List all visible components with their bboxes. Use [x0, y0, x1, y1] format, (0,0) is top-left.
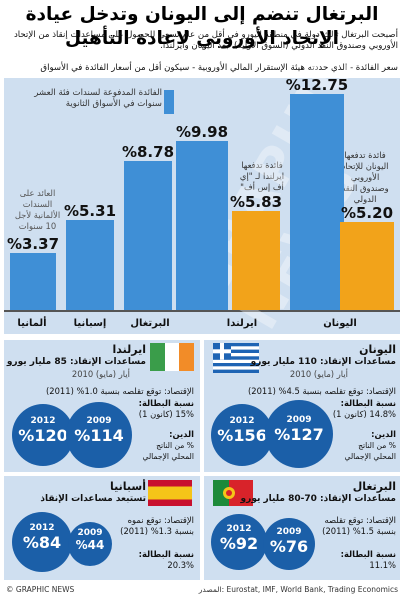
legend-label: الفائدة المدفوعة لسندات فئة العشر سنوات …: [34, 88, 162, 109]
portugal-debt-2009-year: 2009: [276, 527, 302, 537]
bar-greece-market: [290, 94, 344, 310]
portugal-debt-2012-value: %92: [219, 534, 259, 553]
spain-title: أسبانيا: [110, 480, 146, 493]
bar-label-germany: %3.37: [6, 235, 60, 253]
spain-unemp: 20.3%: [167, 560, 194, 570]
greece-debt-2009-year: 2009: [286, 415, 312, 425]
spain-flag-icon: [148, 480, 192, 506]
greece-debt-2012-year: 2012: [229, 416, 255, 426]
greece-unemp: 14.8% (كانون 1): [332, 409, 396, 419]
portugal-debt-2009-value: %76: [269, 537, 309, 556]
spain-debt-2009-year: 2009: [77, 528, 103, 538]
category-label-greece: اليونان: [323, 318, 357, 329]
bar-label-greece-market: %12.75: [285, 76, 349, 94]
ireland-unemp: 15% (كانون 1): [138, 409, 194, 419]
ireland-flag-icon: [150, 343, 194, 371]
ireland-date: أيار (مايو) 2010: [71, 369, 130, 379]
ireland-debt-2012-value: %120: [18, 426, 68, 445]
portugal-unemp: 11.1%: [369, 560, 396, 570]
bar-label-ireland-market: %9.98: [175, 123, 229, 141]
portugal-debt-2009: 2009 %76: [263, 518, 315, 570]
greece-debt-2009-value: %127: [274, 425, 324, 444]
bar-greece-bailout: [340, 222, 394, 310]
ireland-debt-2009-value: %114: [74, 426, 124, 445]
spain-debt-2012-year: 2012: [29, 523, 55, 533]
portugal-aid: مساعدات الإنقاذ: 70-80 مليار يورو: [240, 494, 396, 504]
legend-swatch: [164, 90, 174, 114]
spain-unemp-label: نسبة البطالة:: [138, 549, 194, 559]
ireland-note: فائدة تدفعها ايرلندا لـ "إي أف إس أف": [239, 160, 285, 192]
ireland-debt-label: الدين:: [169, 429, 194, 439]
greece-debt-2012-value: %156: [217, 426, 267, 445]
bar-label-greece-bailout: %5.20: [340, 204, 394, 222]
spain-economy: الإقتصاد: توقع نموه بنسبة 1.3% (2011): [120, 515, 194, 536]
ireland-debt-2012: 2012 %120: [12, 404, 74, 466]
chart-legend: الفائدة المدفوعة لسندات فئة العشر سنوات …: [12, 88, 174, 114]
greece-flag-icon: [213, 343, 259, 373]
bar-ireland-market: [176, 141, 228, 310]
ireland-debt-2012-year: 2012: [30, 416, 56, 426]
category-label-portugal: البرتغال: [130, 318, 170, 329]
source-text: المصدر: Eurostat, IMF, World Bank, Tradi…: [198, 585, 398, 594]
spain-debt-2012-value: %84: [22, 533, 62, 552]
bar-label-ireland-bailout: %5.83: [229, 193, 283, 211]
chart-baseline: [4, 310, 400, 312]
greece-aid: مساعدات الإنقاذ: 110 مليار يورو: [250, 357, 396, 367]
portugal-debt-2012-year: 2012: [226, 524, 252, 534]
bar-spain: [66, 220, 114, 310]
portugal-economy: الإقتصاد: توقع تقلصه بنسبة 1.5% (2011): [322, 515, 396, 536]
portugal-flag-icon: [213, 480, 253, 506]
greece-debt-2009: 2009 %127: [265, 400, 333, 468]
portugal-debt-2012: 2012 %92: [211, 514, 267, 570]
ireland-debt-note: % من الناتج المحلي الإجمالي: [142, 441, 194, 461]
bar-portugal: [124, 161, 172, 310]
ireland-economy: الإقتصاد: توقع تقلصه بنسبة 1.0% (2011): [45, 386, 194, 396]
bar-label-spain: %5.31: [63, 202, 117, 220]
spain-aid: تستبعد مساعدات الإنقاذ: [40, 494, 146, 504]
bar-germany: [10, 253, 56, 310]
subtitle-text: سعر الفائدة - الذي حددته هيئة الإستقرار …: [40, 63, 398, 73]
greece-debt-2012: 2012 %156: [211, 404, 273, 466]
germany-note: العائد على السندات الألمانية لأجل 10 سنو…: [14, 188, 61, 231]
spain-debt-2009-value: %44: [75, 538, 105, 552]
greece-debt-note: % من الناتج المحلي الإجمالي: [344, 441, 396, 461]
spain-debt-2009: 2009 %44: [68, 522, 112, 566]
greece-unemp-label: نسبة البطالة:: [340, 398, 396, 408]
portugal-unemp-label: نسبة البطالة:: [340, 549, 396, 559]
greece-debt-label: الدين:: [371, 429, 396, 439]
greece-date: أيار (مايو) 2010: [289, 369, 348, 379]
ireland-aid: مساعدات الإنقاذ: 85 مليار يورو: [6, 357, 146, 367]
greece-title: اليونان: [359, 343, 396, 356]
spain-debt-2012: 2012 %84: [12, 512, 72, 572]
portugal-title: البرتغال: [352, 480, 396, 493]
ireland-unemp-label: نسبة البطالة:: [138, 398, 194, 408]
bar-ireland-bailout: [232, 211, 280, 310]
ireland-debt-2009: 2009 %114: [66, 402, 132, 468]
greece-note: فائدة تدفعها اليونان للإتحاد الأوروبي وص…: [341, 150, 389, 204]
credit-text: © GRAPHIC NEWS: [6, 585, 75, 594]
greece-economy: الإقتصاد: توقع تقلصه بنسبة 4.5% (2011): [247, 386, 396, 396]
intro-text: أصبحت البرتغال ثالث دولة في منطقة اليورو…: [13, 30, 398, 52]
page-title: البرتغال تنضم إلى اليونان وتدخل عيادة ال…: [25, 4, 379, 49]
ireland-debt-2009-year: 2009: [86, 416, 112, 426]
category-label-germany: ألمانيا: [17, 318, 47, 329]
category-label-spain: إسبانيا: [73, 318, 107, 329]
category-label-ireland: ايرلندا: [226, 318, 258, 329]
bar-label-portugal: %8.78: [121, 143, 175, 161]
ireland-title: ايرلندا: [112, 343, 147, 356]
